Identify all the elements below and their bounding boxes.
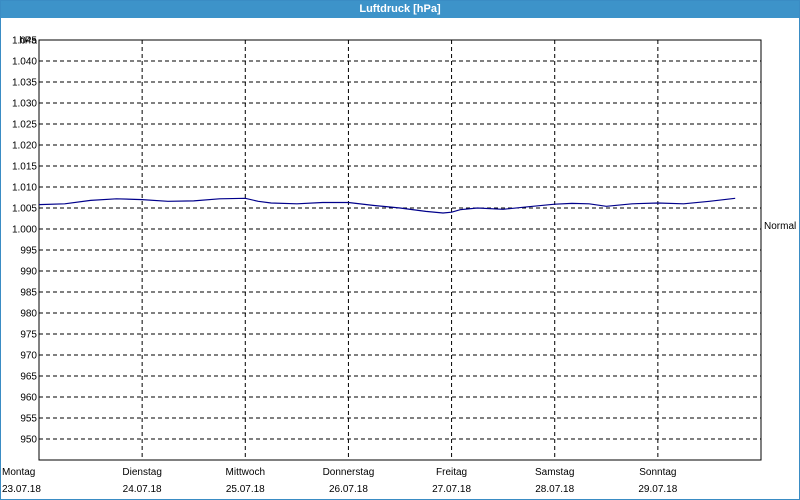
pressure-series-line: [38, 197, 736, 214]
y-tick-label: 965: [20, 372, 37, 383]
y-tick-label: 1.025: [12, 120, 37, 131]
y-tick-label: 980: [20, 309, 37, 320]
y-tick-label: 955: [20, 414, 37, 425]
x-tick-date: 23.07.18: [2, 484, 41, 495]
y-tick-label: 1.040: [12, 57, 37, 68]
y-tick-label: 1.000: [12, 225, 37, 236]
y-tick-label: 995: [20, 246, 37, 257]
x-tick-weekday: Freitag: [436, 467, 467, 478]
x-tick-weekday: Donnerstag: [323, 467, 375, 478]
x-tick-weekday: Samstag: [535, 467, 574, 478]
x-tick-date: 26.07.18: [329, 484, 368, 495]
y-tick-label: 1.010: [12, 183, 37, 194]
x-tick-weekday: Sonntag: [639, 467, 676, 478]
x-tick-date: 28.07.18: [535, 484, 574, 495]
y-tick-label: 985: [20, 288, 37, 299]
x-tick-date: 27.07.18: [432, 484, 471, 495]
y-tick-label: 1.005: [12, 204, 37, 215]
y-tick-label: 960: [20, 393, 37, 404]
x-tick-date: 29.07.18: [638, 484, 677, 495]
x-tick-date: 25.07.18: [226, 484, 265, 495]
y-tick-label: 1.015: [12, 162, 37, 173]
y-tick-label: 970: [20, 351, 37, 362]
x-tick-date: 24.07.18: [123, 484, 162, 495]
y-axis-unit-label: hPa: [19, 36, 37, 47]
y-tick-label: 1.045: [12, 36, 37, 47]
y-tick-label: 1.020: [12, 141, 37, 152]
chart-title: Luftdruck [hPa]: [1, 1, 799, 18]
x-tick-weekday: Dienstag: [122, 467, 161, 478]
x-tick-weekday: Montag: [2, 467, 35, 478]
y-tick-label: 1.035: [12, 78, 37, 89]
plot-area-border: [38, 39, 762, 461]
reference-normal-label: Normal: [764, 221, 796, 232]
x-tick-weekday: Mittwoch: [226, 467, 265, 478]
y-tick-label: 990: [20, 267, 37, 278]
y-tick-label: 1.030: [12, 99, 37, 110]
y-tick-label: 975: [20, 330, 37, 341]
y-tick-label: 950: [20, 435, 37, 446]
